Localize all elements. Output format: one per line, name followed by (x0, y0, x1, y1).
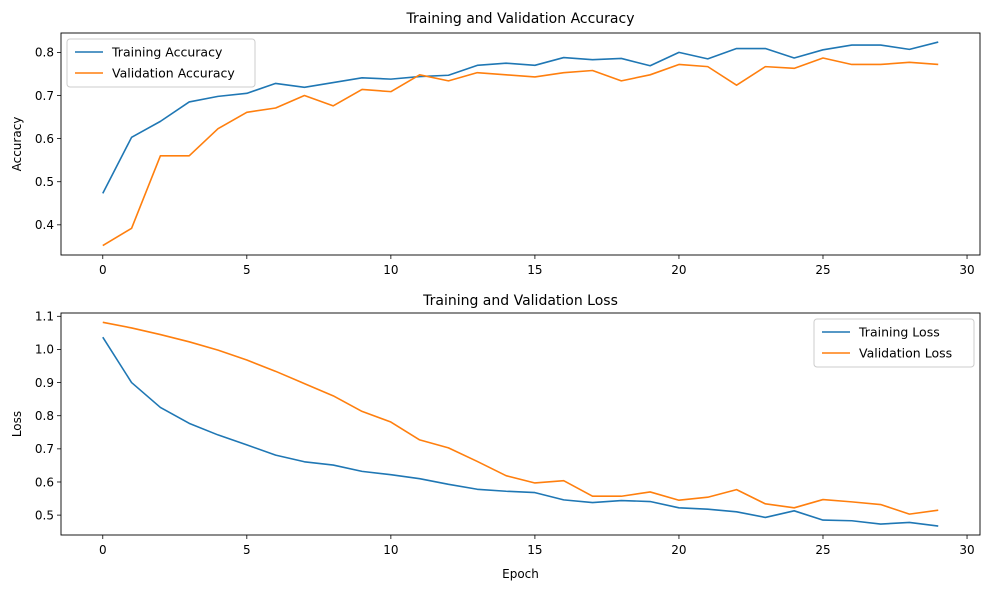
legend: Training Accuracy Validation Accuracy (66, 38, 256, 88)
chart-title: Training and Validation Loss (422, 293, 618, 309)
legend: Training Loss Validation Loss (813, 318, 975, 368)
legend-entry: Training Loss (858, 325, 940, 340)
x-tick-label: 5 (243, 543, 251, 557)
x-tick-label: 20 (671, 263, 686, 277)
legend-entry: Validation Loss (859, 346, 952, 361)
x-tick-label: 20 (671, 543, 686, 557)
series-line-training-loss (102, 336, 939, 527)
x-tick-label: 10 (383, 543, 398, 557)
y-tick-label: 0.5 (35, 508, 54, 522)
x-tick-label: 25 (815, 263, 830, 277)
legend-entry: Training Accuracy (111, 45, 223, 60)
series-line-training-accuracy (102, 41, 939, 194)
y-tick-label: 0.7 (35, 89, 54, 103)
plot-frame (60, 32, 981, 256)
legend-box (813, 318, 975, 368)
x-tick-label: 30 (959, 263, 974, 277)
y-tick-label: 0.6 (35, 132, 54, 146)
legend-box (66, 38, 256, 88)
y-tick-label: 0.5 (35, 175, 54, 189)
y-tick-label: 0.8 (35, 46, 54, 60)
y-tick-label: 0.9 (35, 376, 54, 390)
y-tick-label: 0.8 (35, 409, 54, 423)
x-tick-label: 15 (527, 263, 542, 277)
x-tick-label: 25 (815, 543, 830, 557)
x-tick-label: 0 (99, 263, 107, 277)
y-tick-label: 0.4 (35, 218, 54, 232)
x-tick-label: 0 (99, 543, 107, 557)
x-tick-label: 5 (243, 263, 251, 277)
y-axis-label: Accuracy (10, 117, 24, 172)
x-tick-label: 10 (383, 263, 398, 277)
y-tick-label: 1.0 (35, 343, 54, 357)
chart-title: Training and Validation Accuracy (406, 11, 635, 27)
chart-2: Training and Validation Loss Loss Epoch 0 5 1… (10, 293, 981, 581)
legend-entry: Validation Accuracy (112, 66, 235, 81)
series-line-validation-loss (102, 321, 939, 515)
y-tick-label: 1.1 (35, 310, 54, 324)
x-axis-label: Epoch (502, 567, 539, 581)
chart-1: Training and Validation Accuracy Accuracy… (10, 11, 981, 277)
x-tick-label: 15 (527, 543, 542, 557)
y-tick-label: 0.7 (35, 442, 54, 456)
x-tick-label: 30 (959, 543, 974, 557)
y-tick-label: 0.6 (35, 475, 54, 489)
series-line-validation-accuracy (102, 57, 939, 247)
y-axis-label: Loss (10, 411, 24, 437)
plot-frame (60, 312, 981, 536)
